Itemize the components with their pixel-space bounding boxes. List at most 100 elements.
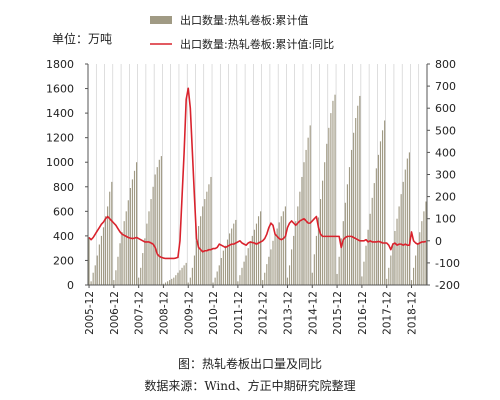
left-tick-label: 200 xyxy=(53,254,74,267)
bar xyxy=(257,216,260,285)
bar xyxy=(270,249,272,285)
bar xyxy=(406,158,408,285)
bar xyxy=(102,227,105,285)
bar xyxy=(239,275,241,285)
bar xyxy=(377,154,379,285)
bar xyxy=(334,94,336,285)
x-tick-label: 2013-12 xyxy=(282,291,294,335)
bar xyxy=(357,105,359,286)
bar xyxy=(247,248,249,285)
x-tick-label: 2016-12 xyxy=(357,291,369,335)
bar xyxy=(162,283,165,285)
bar xyxy=(222,250,224,285)
bar xyxy=(208,184,210,285)
bar xyxy=(255,223,258,285)
bar xyxy=(121,232,123,285)
bar xyxy=(181,267,183,285)
right-tick-label: -200 xyxy=(435,279,460,292)
bar xyxy=(167,281,169,285)
left-tick-label: 0 xyxy=(67,279,74,292)
bar xyxy=(340,238,342,285)
bar xyxy=(129,188,131,285)
left-tick-label: 800 xyxy=(53,181,74,194)
bar xyxy=(173,277,175,285)
bar xyxy=(115,270,117,285)
bar xyxy=(253,229,255,285)
bar xyxy=(175,275,177,285)
bar xyxy=(88,237,90,285)
bar xyxy=(113,280,115,285)
left-tick-label: 400 xyxy=(53,230,74,243)
x-tick-label: 2009-12 xyxy=(183,291,195,335)
right-tick-label: 100 xyxy=(435,213,456,226)
bar xyxy=(365,245,367,285)
bar xyxy=(218,265,220,285)
bar xyxy=(398,206,400,285)
figure-source: 数据来源：Wind、方正中期研究院整理 xyxy=(144,379,356,393)
bar xyxy=(307,137,309,285)
bar xyxy=(195,240,198,285)
bar xyxy=(410,280,413,285)
bar xyxy=(243,261,245,285)
bar xyxy=(328,127,330,285)
bar xyxy=(109,191,111,285)
bar xyxy=(233,223,235,285)
x-tick-label: 2018-12 xyxy=(406,291,418,335)
bar xyxy=(388,267,390,285)
x-tick-label: 2014-12 xyxy=(307,291,319,335)
bar-series xyxy=(88,94,427,286)
bar xyxy=(264,272,266,285)
bar xyxy=(324,162,326,285)
bar xyxy=(92,272,94,285)
bar xyxy=(379,141,382,285)
x-tick-label: 2005-12 xyxy=(84,291,96,335)
left-tick-label: 1800 xyxy=(46,58,74,71)
bar xyxy=(105,216,107,285)
bar xyxy=(291,249,293,285)
bar xyxy=(202,206,204,285)
bar xyxy=(158,159,160,285)
bar xyxy=(332,100,334,285)
bar xyxy=(353,132,355,285)
bar xyxy=(390,255,392,285)
bar xyxy=(303,162,305,285)
bar xyxy=(413,267,415,285)
bar xyxy=(237,281,239,285)
bar xyxy=(359,95,361,285)
bar xyxy=(421,221,423,285)
x-tick-label: 2007-12 xyxy=(134,291,146,335)
bar xyxy=(171,278,173,285)
bar xyxy=(404,169,406,285)
bar xyxy=(288,265,291,285)
right-tick-label: 0 xyxy=(435,235,442,248)
bar xyxy=(100,235,103,285)
bar xyxy=(319,199,322,285)
bar xyxy=(297,206,299,285)
bar xyxy=(245,255,247,285)
x-tick-label: 2017-12 xyxy=(382,291,394,335)
legend-bar-swatch xyxy=(150,16,172,24)
bar xyxy=(311,272,313,285)
bar xyxy=(90,281,92,285)
bar xyxy=(402,181,404,285)
x-tick-label: 2010-12 xyxy=(208,291,220,335)
bar xyxy=(185,262,187,285)
bar xyxy=(160,156,162,285)
bar xyxy=(344,202,346,285)
bar xyxy=(198,226,200,285)
bar xyxy=(293,235,295,285)
bar xyxy=(295,221,297,285)
x-tick-label: 2011-12 xyxy=(233,291,245,335)
right-tick-label: 200 xyxy=(435,191,456,204)
bar xyxy=(299,191,301,285)
bar xyxy=(268,256,270,285)
bar xyxy=(313,254,315,285)
bar xyxy=(386,278,388,285)
bar xyxy=(392,243,394,285)
bar xyxy=(206,191,208,285)
bar xyxy=(373,183,375,285)
bar xyxy=(216,271,218,285)
bar xyxy=(317,217,320,285)
bar xyxy=(266,264,268,285)
